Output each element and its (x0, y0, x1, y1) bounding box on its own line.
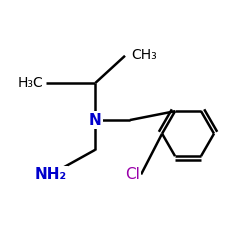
Text: CH₃: CH₃ (131, 48, 157, 62)
Text: N: N (89, 112, 102, 128)
Text: H₃C: H₃C (18, 76, 44, 90)
Text: NH₂: NH₂ (35, 167, 67, 182)
Text: Cl: Cl (125, 167, 140, 182)
